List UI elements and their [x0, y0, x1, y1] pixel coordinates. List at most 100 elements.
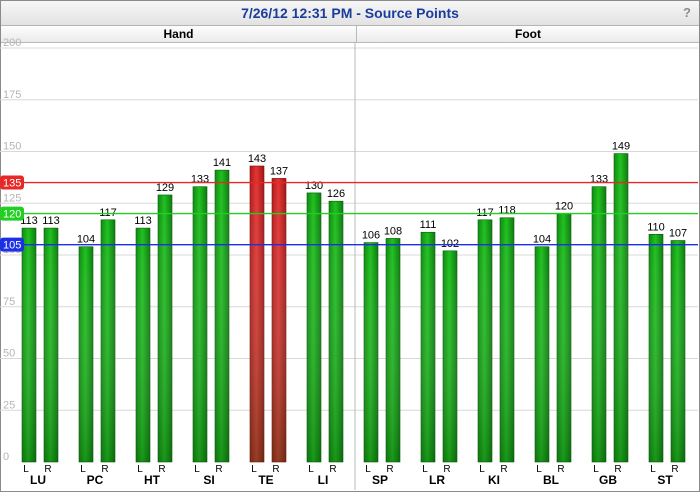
bar-shade [272, 178, 286, 462]
bar-shade [443, 250, 457, 462]
side-label: L [308, 464, 314, 475]
bar-shade [307, 192, 321, 462]
bar-value-label: 133 [191, 174, 209, 186]
bar-shade [386, 238, 400, 462]
bar-value-label: 120 [555, 201, 573, 213]
bar-value-label: 107 [669, 228, 687, 240]
help-button[interactable]: ? [683, 5, 691, 20]
bar-value-label: 104 [533, 234, 551, 246]
side-label: R [614, 464, 621, 475]
bar-shade [478, 219, 492, 462]
y-tick-label: 125 [3, 192, 21, 204]
side-label: L [365, 464, 371, 475]
bar-shade [193, 186, 207, 462]
bar-shade [500, 217, 514, 462]
bar-shade [614, 153, 628, 462]
bar-shade [364, 242, 378, 462]
y-tick-label: 75 [3, 296, 15, 308]
bar-shade [158, 194, 172, 462]
bar-value-label: 110 [647, 221, 665, 233]
side-label: L [536, 464, 542, 475]
side-label: L [593, 464, 599, 475]
bar-value-label: 133 [590, 174, 608, 186]
group-label-lu: LU [30, 473, 46, 487]
reference-tag-120 [0, 206, 24, 221]
reference-tag-text: 135 [3, 178, 21, 190]
bar-shade [557, 213, 571, 462]
side-label: L [650, 464, 656, 475]
reference-tag-text: 105 [3, 240, 21, 252]
group-label-ht: HT [144, 473, 161, 487]
side-label: L [137, 464, 143, 475]
y-tick-label: 200 [3, 37, 21, 49]
reference-tag-135 [0, 175, 24, 190]
group-label-lr: LR [429, 473, 445, 487]
group-label-si: SI [203, 473, 214, 487]
side-label: L [251, 464, 257, 475]
side-label: R [443, 464, 450, 475]
bar-value-label: 106 [362, 230, 380, 242]
y-tick-label: 0 [3, 451, 9, 463]
group-label-gb: GB [599, 473, 617, 487]
bar-value-label: 111 [420, 219, 437, 231]
section-label-foot: Foot [515, 27, 541, 41]
bar-shade [22, 228, 36, 462]
side-label: R [671, 464, 678, 475]
bar-value-label: 143 [248, 153, 266, 165]
group-label-te: TE [258, 473, 273, 487]
side-label: R [329, 464, 336, 475]
bar-value-label: 102 [441, 238, 459, 250]
reference-tag-text: 120 [3, 209, 21, 221]
side-label: L [194, 464, 200, 475]
section-header-divider [356, 26, 357, 42]
y-tick-label: 175 [3, 89, 21, 101]
side-label: L [422, 464, 428, 475]
bar-value-label: 113 [134, 215, 152, 227]
group-label-bl: BL [543, 473, 559, 487]
bar-value-label: 137 [270, 165, 288, 177]
bar-shade [329, 201, 343, 462]
side-label: R [500, 464, 507, 475]
bar-value-label: 113 [20, 215, 38, 227]
bar-value-label: 126 [327, 188, 345, 200]
bar-value-label: 149 [612, 141, 630, 153]
bar-shade [136, 228, 150, 462]
bar-shade [79, 246, 93, 462]
section-header: Hand Foot [1, 26, 699, 43]
bar-shade [592, 186, 606, 462]
bar-shade [421, 232, 435, 462]
bar-shade [535, 246, 549, 462]
y-tick-label: 50 [3, 348, 15, 360]
bar-shade [649, 234, 663, 462]
bar-shade [215, 170, 229, 462]
group-label-li: LI [318, 473, 329, 487]
side-label: R [215, 464, 222, 475]
group-label-st: ST [657, 473, 673, 487]
bar-value-label: 118 [498, 205, 516, 217]
bar-value-label: 104 [77, 234, 95, 246]
side-label: L [23, 464, 29, 475]
y-tick-label: 150 [3, 141, 21, 153]
side-label: L [80, 464, 86, 475]
group-label-pc: PC [87, 473, 104, 487]
side-label: R [272, 464, 279, 475]
section-label-hand: Hand [163, 27, 194, 41]
bar-shade [671, 240, 685, 462]
reference-tag-105 [0, 237, 24, 252]
window-title: 7/26/12 12:31 PM - Source Points [241, 5, 459, 21]
side-label: L [479, 464, 485, 475]
bar-value-label: 130 [305, 180, 323, 192]
group-label-ki: KI [488, 473, 500, 487]
bar-shade [44, 228, 58, 462]
bar-value-label: 141 [213, 157, 231, 169]
bar-value-label: 108 [384, 225, 402, 237]
title-bar: 7/26/12 12:31 PM - Source Points ? [1, 1, 699, 26]
bar-shade [101, 219, 115, 462]
bar-shade [250, 165, 264, 463]
bar-value-label: 113 [42, 215, 60, 227]
group-label-sp: SP [372, 473, 388, 487]
side-label: R [44, 464, 51, 475]
side-label: R [557, 464, 564, 475]
side-label: R [386, 464, 393, 475]
